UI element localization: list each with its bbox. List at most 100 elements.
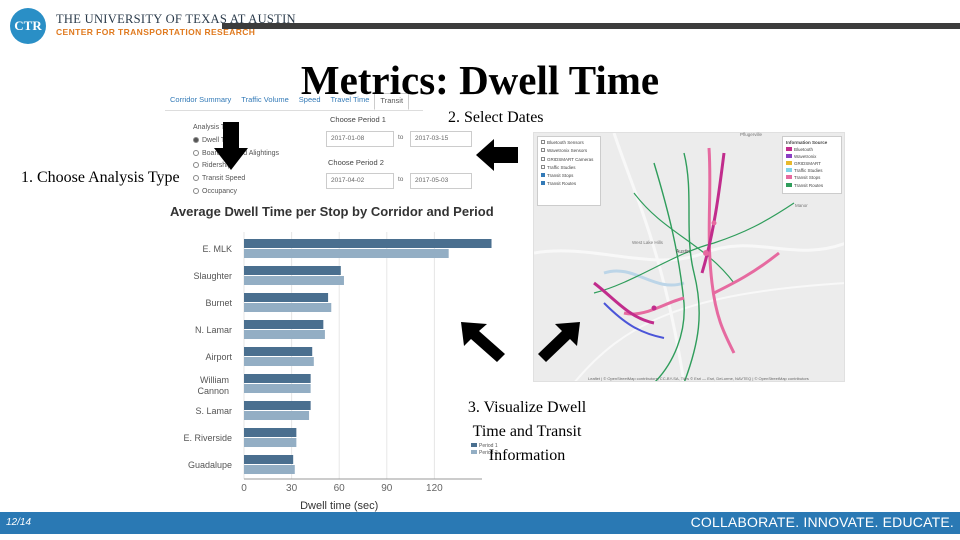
checkbox[interactable] [541,148,545,153]
tab-travel-time[interactable]: Travel Time [330,95,370,104]
swatch [786,161,792,166]
analysis-type-label: Analysis Type [193,124,237,131]
header-divider [222,23,960,29]
tab-transit[interactable]: Transit [374,93,410,110]
y-tick-label: N. Lamar [195,325,232,335]
y-tick-label: Burnet [205,298,232,308]
transit-map[interactable] [533,132,845,382]
step3-annotation: 3. Visualize Dwell Time and Transit Info… [467,399,587,464]
app-tabs: Corridor Summary Traffic Volume Speed Tr… [165,93,423,111]
radio-occupancy[interactable]: Occupancy [193,186,279,199]
bar [244,266,341,275]
map-label-manor: Manor [795,203,808,208]
bar [244,374,311,383]
info-wavetronix: Wavetronix [786,153,838,160]
x-tick-label: 60 [334,483,346,494]
period1-to: to [398,134,404,141]
arrow-up-left-icon [461,322,505,362]
bar [244,401,311,410]
legend-period1: Period 1 [471,443,498,450]
ctr-logo: CTR [10,8,46,44]
info-bluetooth: Bluetooth [786,146,838,153]
chart-legend: Period 1 Period 2 [471,443,498,457]
y-tick-label: E. MLK [202,244,232,254]
legend-swatch [471,443,477,447]
bar [244,293,329,302]
map-label-west-lake: West Lake Hills [632,240,663,245]
checkbox[interactable] [541,181,545,186]
period1-label: Choose Period 1 [330,115,386,124]
layer-bluetooth[interactable]: Bluetooth Sensors [541,139,597,147]
info-gridsmart: GRIDSMART [786,160,838,167]
x-tick-label: 0 [241,483,247,494]
y-tick-label: E. Riverside [183,433,232,443]
info-transit-stops: Transit Stops [786,174,838,181]
step1-annotation: 1. Choose Analysis Type [21,169,180,186]
map-canvas[interactable] [534,133,845,382]
period1-end-input[interactable]: 2017-03-15 [410,131,472,147]
checkbox[interactable] [541,156,545,161]
y-tick-label: Airport [205,352,232,362]
period2-end-input[interactable]: 2017-05-03 [410,173,472,189]
y-tick-label: Cannon [197,386,229,396]
radio-icon[interactable] [193,187,199,194]
info-traffic-studies: Traffic Studies [786,167,838,174]
dwell-time-chart: 0 30 60 90 120 Dwell time (sec) E. MLK Slaughte… [183,232,492,512]
radio-icon[interactable] [193,136,199,143]
radio-icon[interactable] [193,162,199,169]
x-tick-label: 90 [381,483,393,494]
period2-start-input[interactable]: 2017-04-02 [326,173,394,189]
tab-corridor-summary[interactable]: Corridor Summary [170,95,232,104]
info-legend-title: Information Source [786,140,828,145]
bar [244,239,492,248]
checkbox[interactable] [541,164,545,169]
y-tick-label: Guadalupe [188,460,232,470]
layer-gridsmart[interactable]: GRIDSMART Cameras [541,156,597,164]
radio-ridership[interactable]: Ridership [193,160,279,173]
y-tick-label: William [200,375,229,385]
page-number: 12/14 [6,517,32,528]
radio-icon[interactable] [193,175,199,182]
swatch [786,147,792,152]
tab-speed[interactable]: Speed [298,95,321,104]
tab-traffic-volume[interactable]: Traffic Volume [241,95,289,104]
legend-swatch [471,450,477,454]
chart-title: Average Dwell Time per Stop by Corridor … [170,204,494,219]
arrow-up-right-icon [538,322,580,362]
bar [244,249,449,258]
bar [244,438,297,447]
layer-wavetronix[interactable]: Wavetronix Sensors [541,147,597,155]
map-attribution: Leaflet | © OpenStreetMap contributors, … [588,376,809,381]
bar [244,428,297,437]
y-tick-label: S. Lamar [195,406,232,416]
radio-transit-speed[interactable]: Transit Speed [193,173,279,186]
y-tick-label: Slaughter [193,271,232,281]
bar [244,330,325,339]
period2-label: Choose Period 2 [328,158,384,167]
map-layer-control: Bluetooth Sensors Wavetronix Sensors GRI… [537,136,601,206]
legend-period2: Period 2 [471,450,498,457]
layer-transit-routes[interactable]: Transit Routes [541,180,597,188]
bar [244,357,314,366]
swatch [786,175,792,180]
radio-dwell-time[interactable]: Dwell Time [193,135,279,148]
checkbox[interactable] [541,140,545,144]
layer-transit-stops[interactable]: Transit Stops [541,172,597,180]
step2-annotation: 2. Select Dates [448,109,544,126]
checkbox[interactable] [541,173,545,178]
period2-to: to [398,176,404,183]
period1-start-input[interactable]: 2017-01-08 [326,131,394,147]
footer-bar [0,512,960,534]
bar [244,320,324,329]
swatch [786,168,792,173]
swatch [786,154,792,159]
radio-icon[interactable] [193,149,199,156]
layer-traffic-studies[interactable]: Traffic Studies [541,164,597,172]
arrow-down-icon [214,122,248,170]
map-label-austin: Austin [676,249,690,255]
bar [244,276,344,285]
bar [244,384,311,393]
footer-tagline: COLLABORATE. INNOVATE. EDUCATE. [690,514,954,530]
info-transit-routes: Transit Routes [786,182,838,189]
bar [244,465,295,474]
